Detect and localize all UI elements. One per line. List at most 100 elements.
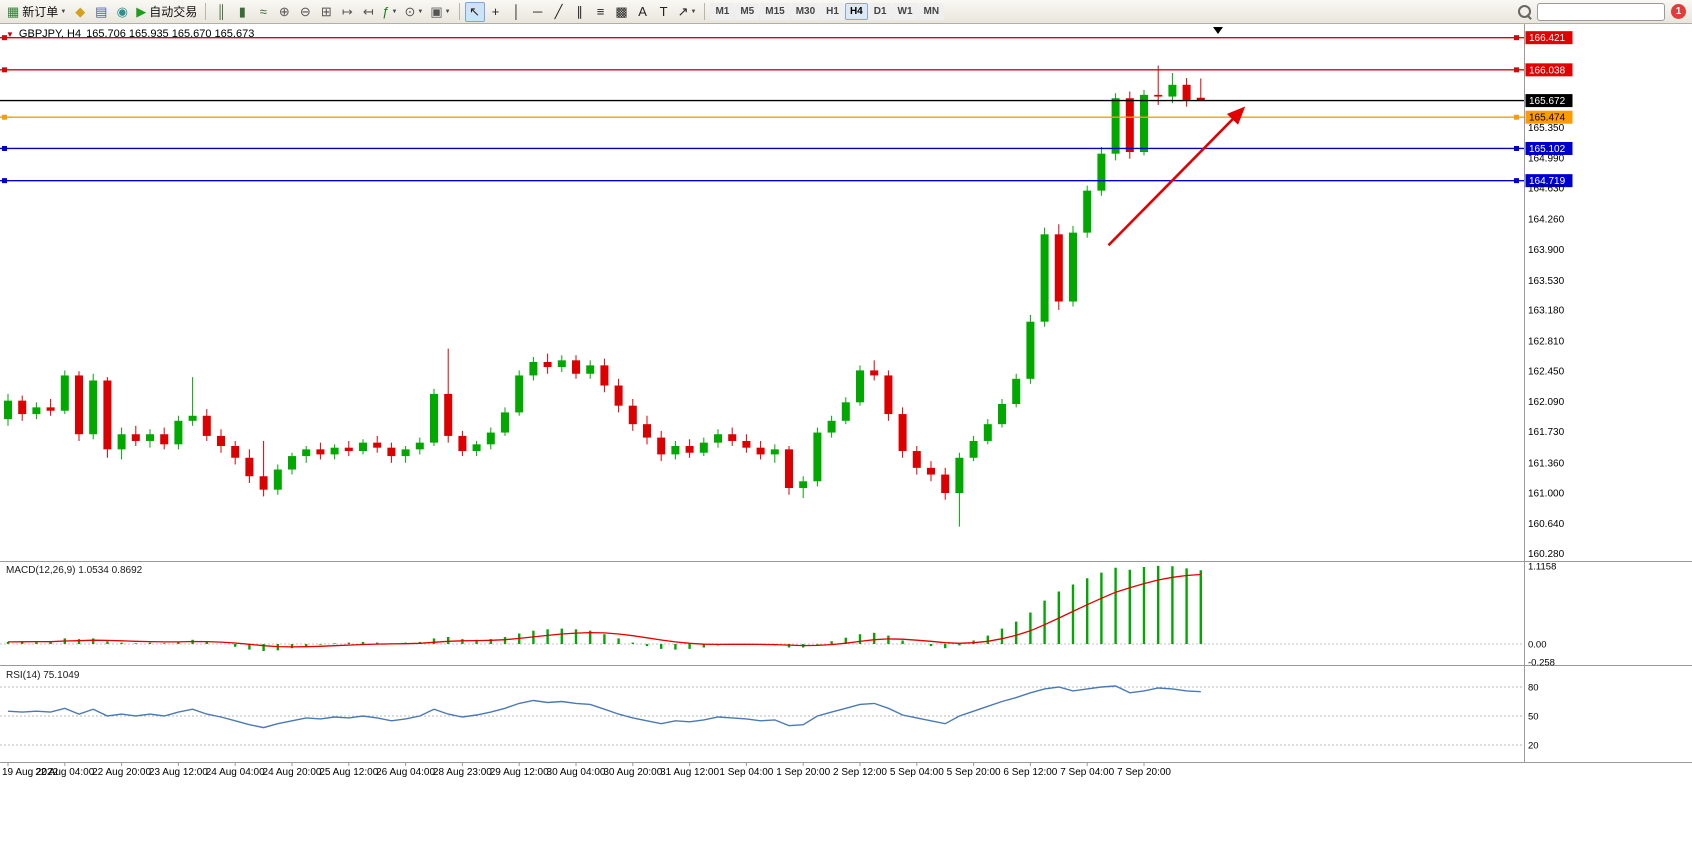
candlestick-chart-button[interactable]: ▮: [232, 2, 252, 22]
candle-body: [600, 365, 609, 386]
candle-body: [1097, 153, 1106, 191]
periods-button[interactable]: ⊙ ▼: [401, 2, 426, 22]
candle-body: [856, 370, 864, 403]
trendline-button[interactable]: ╱: [549, 2, 569, 22]
time-axis-label: 25 Aug 12:00: [319, 767, 378, 778]
candle-body: [969, 440, 978, 458]
candle-body: [742, 440, 751, 448]
candle-body: [572, 360, 580, 374]
notification-badge[interactable]: 1: [1671, 4, 1686, 19]
bar-chart-button[interactable]: ║: [211, 2, 231, 22]
horizontal-line-button[interactable]: ─: [528, 2, 548, 22]
line-handle[interactable]: [2, 35, 7, 41]
line-handle[interactable]: [1514, 178, 1519, 184]
candle-body: [1069, 232, 1077, 302]
candle-body: [1054, 234, 1063, 302]
candle-body: [46, 407, 55, 411]
shapes-button[interactable]: ▩: [612, 2, 632, 22]
chart-shift-button[interactable]: ↤: [358, 2, 378, 22]
candle-body: [131, 434, 140, 441]
timeframe-button-m5[interactable]: M5: [735, 3, 760, 20]
timeframe-button-m15[interactable]: M15: [760, 3, 790, 20]
candle-body: [344, 447, 353, 452]
toolbar-group-chart: ║ ▮ ≈ ⊕ ⊖ ⊞ ↦ ↤ ƒ ▼ ⊙ ▼ ▣ ▼: [211, 2, 453, 22]
timeframe-button-w1[interactable]: W1: [892, 3, 918, 20]
candle-body: [330, 447, 339, 455]
trend-arrow-object[interactable]: [1107, 106, 1246, 247]
candle-body: [89, 380, 98, 435]
tile-windows-button[interactable]: ⊞: [316, 2, 336, 22]
fibonacci-icon: ≡: [596, 4, 605, 19]
line-handle[interactable]: [2, 178, 7, 184]
metaeditor-button[interactable]: ◆: [70, 2, 90, 22]
price-badge: [1525, 110, 1573, 124]
candle-body: [458, 435, 467, 452]
chart-shift-icon: ↤: [362, 4, 374, 19]
templates-button[interactable]: ▣ ▼: [427, 2, 453, 22]
time-axis-label: 2 Sep 12:00: [833, 767, 887, 778]
toolbar-group-objects: ↖ + │ ─ ╱ ∥ ≡ ▩ A T ↗ ▼: [464, 1, 700, 22]
vertical-line-button[interactable]: │: [507, 2, 527, 22]
candle-body: [1168, 84, 1177, 97]
timeframe-button-h4[interactable]: H4: [844, 3, 868, 20]
line-handle[interactable]: [2, 67, 7, 73]
cursor-icon: ↖: [469, 4, 481, 19]
timeframe-button-d1[interactable]: D1: [868, 3, 892, 20]
autotrading-button[interactable]: ▶ 自动交易: [133, 2, 200, 22]
timeframe-button-h1[interactable]: H1: [821, 3, 844, 20]
time-axis-label: 1 Sep 04:00: [719, 767, 773, 778]
market-button[interactable]: ◉: [112, 2, 132, 22]
line-handle[interactable]: [1514, 35, 1519, 41]
candle-body: [486, 432, 495, 445]
line-handle[interactable]: [1514, 67, 1519, 73]
end-of-chart-marker[interactable]: [1213, 27, 1223, 34]
channel-button[interactable]: ∥: [570, 2, 590, 22]
timeframe-button-m30[interactable]: M30: [790, 3, 821, 20]
candle-body: [302, 449, 311, 457]
candle-body: [1083, 190, 1092, 233]
auto-scroll-button[interactable]: ↦: [337, 2, 357, 22]
candle-body: [1012, 378, 1021, 404]
line-chart-button[interactable]: ≈: [253, 2, 273, 22]
chart-area: 166.421 166.038 165.672 165.474 165.350 165.1…: [0, 24, 1692, 848]
candle-body: [117, 434, 126, 450]
new-order-button[interactable]: ▦ 新订单 ▼: [4, 2, 69, 22]
time-axis-label: 19 Aug 2022: [2, 767, 59, 778]
price-badge-label: 166.038: [1529, 65, 1566, 76]
line-handle[interactable]: [2, 145, 7, 151]
candle-body: [841, 402, 850, 421]
zoom-out-button[interactable]: ⊖: [295, 2, 315, 22]
candle-body: [430, 393, 438, 443]
zoom-in-button[interactable]: ⊕: [274, 2, 294, 22]
candle-body: [728, 434, 737, 441]
candle-body: [813, 432, 822, 482]
auto-scroll-icon: ↦: [341, 4, 353, 19]
text-button[interactable]: A: [633, 2, 653, 22]
price-axis-label: 161.360: [1528, 458, 1565, 469]
timeframe-button-m1[interactable]: M1: [710, 3, 735, 20]
crosshair-button[interactable]: +: [486, 2, 506, 22]
fibonacci-button[interactable]: ≡: [591, 2, 611, 22]
search-input[interactable]: [1537, 3, 1665, 21]
arrows-button[interactable]: ↗ ▼: [675, 2, 700, 22]
terminal-button[interactable]: ▤: [91, 2, 111, 22]
time-axis-label: 7 Sep 20:00: [1117, 767, 1171, 778]
cursor-button[interactable]: ↖: [464, 1, 485, 22]
candle-body: [146, 434, 154, 441]
line-handle[interactable]: [1514, 145, 1519, 151]
candle-body: [415, 442, 424, 450]
indicators-button[interactable]: ƒ ▼: [379, 2, 400, 22]
candle-body: [685, 446, 694, 453]
candle-body: [160, 434, 169, 445]
price-badge-label: 166.421: [1529, 33, 1566, 44]
line-handle[interactable]: [2, 114, 7, 120]
timeframe-button-mn[interactable]: MN: [918, 3, 945, 20]
candle-body: [316, 449, 325, 455]
label-button[interactable]: T: [654, 2, 674, 22]
zoom-in-icon: ⊕: [278, 4, 290, 19]
line-handle[interactable]: [1514, 114, 1519, 120]
candle-body: [1140, 94, 1148, 152]
candle-body: [714, 434, 722, 443]
